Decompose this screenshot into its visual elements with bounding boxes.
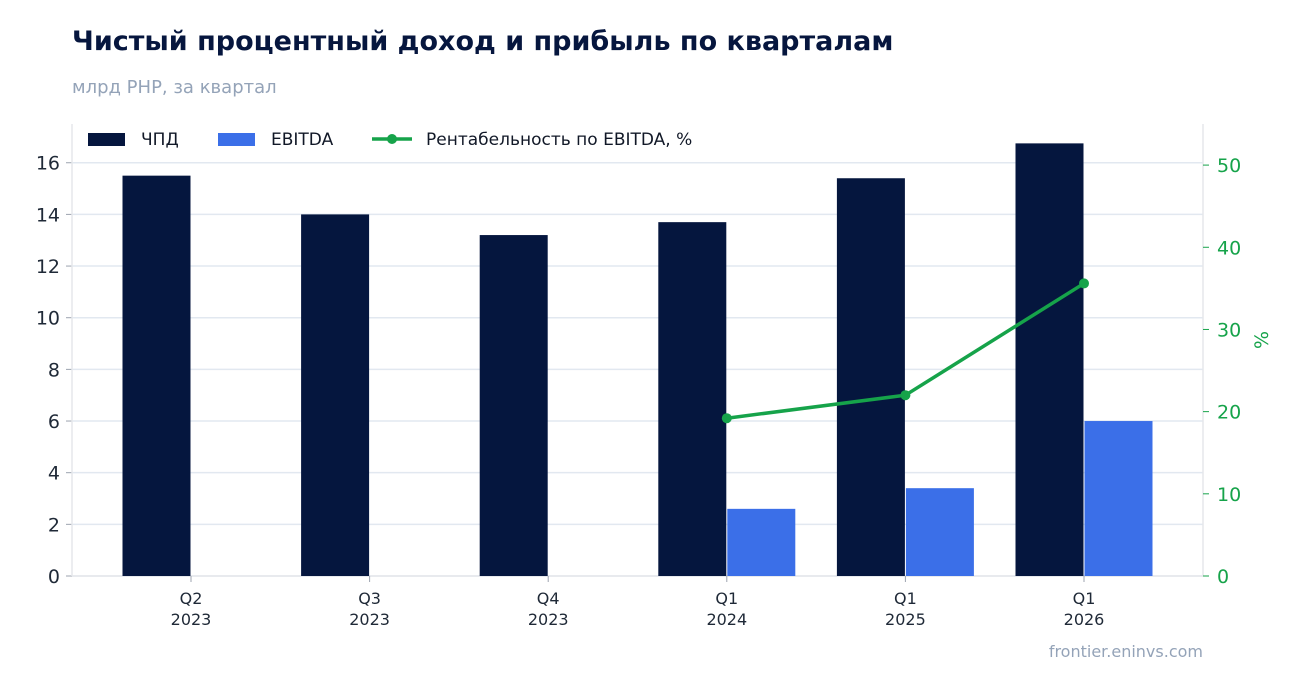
- x-tick-label: 2024: [706, 610, 747, 629]
- legend-swatch-ebitda: [218, 133, 255, 146]
- x-tick-label: 2026: [1064, 610, 1105, 629]
- y-tick-label: 16: [36, 153, 60, 175]
- bar-ebitda: [905, 488, 974, 576]
- y2-tick-label: 30: [1217, 319, 1241, 341]
- legend-swatch-npd: [88, 133, 125, 146]
- bar-npd: [1015, 143, 1084, 576]
- point-margin: [1079, 278, 1089, 289]
- x-tick-label: Q1: [1073, 589, 1096, 608]
- bar-ebitda: [727, 508, 796, 576]
- x-tick-label: 2023: [349, 610, 390, 629]
- y-tick-label: 12: [36, 256, 60, 278]
- y-tick-label: 8: [48, 359, 60, 381]
- x-tick-label: 2023: [171, 610, 212, 629]
- y-tick-label: 0: [48, 566, 60, 588]
- y-tick-label: 14: [36, 204, 60, 226]
- y2-axis-label: %: [1251, 331, 1273, 349]
- y-tick-label: 2: [48, 514, 60, 536]
- x-tick-label: Q2: [180, 589, 203, 608]
- legend-marker-margin: [387, 134, 397, 144]
- bar-npd: [836, 178, 905, 577]
- source-label: frontier.eninvs.com: [1048, 642, 1203, 661]
- bar-npd: [122, 175, 191, 576]
- bar-npd: [301, 214, 370, 576]
- y2-tick-label: 20: [1217, 402, 1241, 424]
- chart-subtitle: млрд РНР, за квартал: [72, 77, 277, 98]
- x-tick-label: Q4: [537, 589, 560, 608]
- chart-title: Чистый процентный доход и прибыль по ква…: [72, 26, 894, 57]
- y2-tick-label: 40: [1217, 237, 1241, 259]
- legend-label-npd: ЧПД: [141, 130, 179, 150]
- x-tick-label: 2023: [528, 610, 569, 629]
- y-tick-label: 10: [36, 308, 60, 330]
- point-margin: [721, 413, 732, 424]
- x-tick-label: 2025: [885, 610, 926, 629]
- point-margin: [900, 390, 911, 401]
- y2-tick-label: 10: [1217, 484, 1241, 506]
- y2-tick-label: 50: [1217, 155, 1241, 177]
- bar-npd: [479, 235, 548, 576]
- y-tick-label: 6: [48, 411, 60, 433]
- x-tick-label: Q3: [358, 589, 381, 608]
- bar-ebitda: [1084, 421, 1153, 576]
- y2-tick-label: 0: [1217, 566, 1229, 588]
- x-tick-label: Q1: [894, 589, 917, 608]
- legend-label-ebitda: EBITDA: [271, 130, 334, 150]
- legend-label-margin: Рентабельность по EBITDA, %: [426, 130, 692, 150]
- bar-npd: [658, 222, 727, 577]
- y-tick-label: 4: [48, 463, 60, 485]
- x-tick-label: Q1: [715, 589, 738, 608]
